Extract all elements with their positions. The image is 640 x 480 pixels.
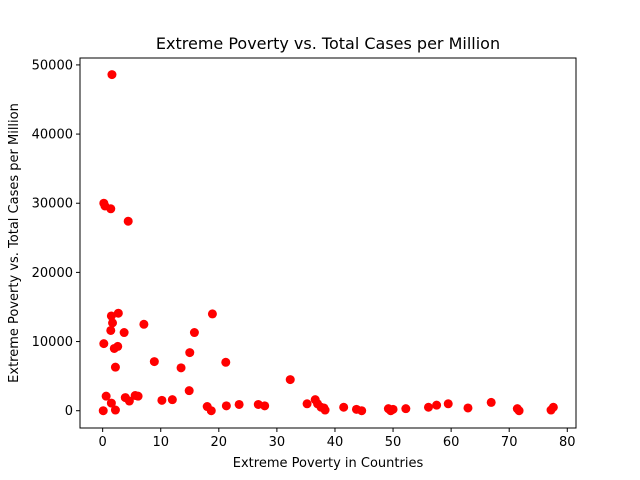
data-point [486,397,496,407]
y-tick-label: 50000 [32,58,73,73]
data-point [302,399,312,409]
y-axis-label: Extreme Poverty vs. Total Cases per Mill… [7,103,22,383]
data-point [221,401,231,411]
data-point [106,325,116,335]
data-point [357,406,367,416]
x-tick-label: 40 [327,435,344,450]
data-point [133,391,143,401]
x-axis-label: Extreme Poverty in Countries [233,456,424,471]
data-point [339,402,349,412]
data-point [110,405,120,415]
x-tick-label: 80 [559,435,576,450]
data-point [113,308,123,318]
data-point [207,309,217,319]
data-point [234,399,244,409]
data-point [149,357,159,367]
x-tick-label: 70 [501,435,518,450]
x-tick-label: 50 [385,435,402,450]
data-point [320,405,330,415]
data-point [432,400,442,410]
x-tick-label: 60 [443,435,460,450]
x-tick-label: 0 [99,435,107,450]
data-point [124,396,134,406]
plot-area [80,58,576,428]
data-point [167,395,177,405]
data-point [401,404,411,414]
y-tick-label: 20000 [32,266,73,281]
data-point [106,398,116,408]
chart-title: Extreme Poverty vs. Total Cases per Mill… [156,34,500,53]
data-point [185,348,195,358]
data-point [108,318,118,328]
data-point [221,357,231,367]
y-axis-ticks: 0 10000 20000 30000 40000 50000 [32,58,80,419]
data-point [101,391,111,401]
data-point [189,328,199,338]
y-tick-label: 30000 [32,197,73,212]
y-tick-label: 40000 [32,128,73,143]
y-tick-label: 10000 [32,335,73,350]
x-tick-label: 30 [269,435,286,450]
data-point [107,70,117,80]
data-point [184,386,194,396]
plot-frame [79,57,577,429]
data-point [463,403,473,413]
data-point [110,362,120,372]
x-axis-ticks: 0 10 20 30 40 50 60 70 80 [99,428,576,450]
data-point [443,399,453,409]
data-point [106,311,116,321]
data-point [139,319,149,329]
data-point [119,328,129,338]
data-point [98,406,108,416]
data-points [98,70,558,416]
y-tick-label: 0 [65,404,73,419]
data-point [423,402,433,412]
data-point [548,402,558,412]
data-point [388,404,398,414]
data-point [99,339,109,349]
data-point [176,363,186,373]
data-point [514,406,524,416]
data-point [285,375,295,385]
data-point [157,395,167,405]
x-tick-label: 20 [211,435,228,450]
data-point [206,406,216,416]
data-point [113,341,123,351]
data-point [260,401,270,411]
data-point [106,204,116,214]
x-tick-label: 10 [152,435,169,450]
data-point [123,216,133,226]
